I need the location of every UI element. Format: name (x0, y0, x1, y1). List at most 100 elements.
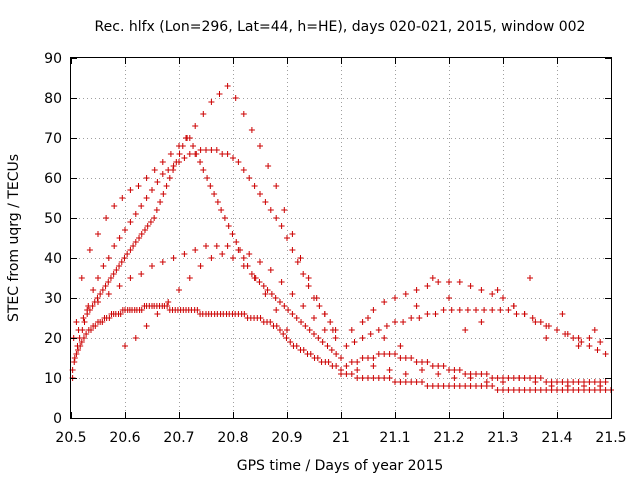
data-point (203, 147, 209, 153)
y-tick-label: 10 (44, 371, 62, 387)
data-point (147, 219, 154, 225)
data-point (537, 387, 544, 393)
data-point (273, 215, 280, 221)
data-point (424, 359, 431, 365)
data-point (127, 187, 134, 193)
data-point (462, 383, 469, 389)
data-point (240, 111, 247, 117)
data-point (505, 375, 512, 381)
data-point (116, 235, 123, 241)
data-point (285, 307, 292, 313)
data-point (316, 303, 323, 309)
data-point (176, 159, 182, 165)
data-point (164, 303, 171, 309)
data-point (370, 307, 377, 313)
data-point (289, 291, 296, 297)
data-point (419, 379, 425, 385)
data-point (375, 327, 382, 333)
y-tick-label: 50 (44, 211, 62, 227)
data-point (86, 247, 93, 253)
data-point (111, 203, 118, 209)
data-point (267, 207, 274, 213)
data-point (208, 255, 215, 261)
data-point (521, 387, 528, 393)
data-point (165, 167, 172, 173)
data-point (229, 231, 236, 237)
data-point (102, 283, 109, 289)
data-point (559, 311, 566, 317)
data-point (424, 311, 431, 317)
data-point (581, 383, 587, 389)
y-tick-label: 30 (44, 291, 62, 307)
data-point (359, 335, 366, 341)
data-point (473, 307, 479, 313)
data-point (597, 339, 604, 345)
data-point (105, 279, 112, 285)
data-point (367, 331, 374, 337)
data-point (246, 175, 253, 181)
data-point (154, 179, 161, 185)
data-point (564, 383, 571, 389)
data-point (435, 363, 442, 369)
data-point (208, 147, 215, 153)
data-point (287, 339, 294, 345)
data-point (489, 375, 496, 381)
data-point (124, 251, 131, 257)
data-point (435, 383, 442, 389)
data-point (219, 251, 226, 257)
data-point (204, 175, 211, 181)
data-point (513, 311, 520, 317)
data-point (278, 279, 285, 285)
data-point (489, 383, 496, 389)
data-point (300, 347, 307, 353)
data-point (456, 367, 463, 373)
data-point (575, 379, 582, 385)
data-point (192, 151, 199, 157)
data-point (194, 307, 201, 313)
data-point (510, 387, 517, 393)
data-point (143, 195, 150, 201)
data-point (200, 167, 207, 173)
data-point (578, 339, 585, 345)
data-point (348, 327, 355, 333)
data-point (138, 203, 145, 209)
x-tick-label: 21.4 (541, 430, 572, 446)
data-point (527, 387, 533, 393)
data-point (149, 187, 155, 193)
data-point (268, 291, 275, 297)
data-point (402, 371, 409, 377)
data-point (80, 315, 87, 321)
data-point (81, 319, 88, 325)
data-point (354, 367, 361, 373)
data-point (219, 151, 226, 157)
data-point (94, 295, 101, 301)
data-point (224, 243, 231, 249)
data-point (213, 243, 220, 249)
data-point (602, 379, 609, 385)
data-point (478, 371, 485, 377)
data-point (494, 387, 501, 393)
data-point (392, 319, 398, 325)
data-point (281, 207, 288, 213)
x-axis: 20.5 20.6 20.7 20.8 20.9 21 21.1 21.2 21.3 21.4 21… (55, 58, 627, 446)
data-point (262, 199, 269, 205)
data-point (159, 171, 166, 177)
data-point (232, 95, 239, 101)
data-point (311, 315, 317, 321)
chart-title: Rec. hlfx (Lon=296, Lat=44, h=HE), days … (95, 19, 586, 35)
data-point (106, 315, 113, 321)
data-point (122, 343, 128, 349)
data-point (365, 355, 371, 361)
x-tick-label: 20.6 (109, 430, 140, 446)
data-point (78, 275, 85, 281)
data-point (516, 375, 523, 381)
data-point (105, 291, 112, 297)
data-point (348, 359, 355, 365)
data-point (429, 383, 436, 389)
data-point (95, 231, 101, 237)
data-point (272, 295, 279, 301)
data-point (116, 283, 123, 289)
data-point (273, 307, 280, 313)
data-point (170, 255, 177, 261)
data-point (289, 231, 296, 237)
